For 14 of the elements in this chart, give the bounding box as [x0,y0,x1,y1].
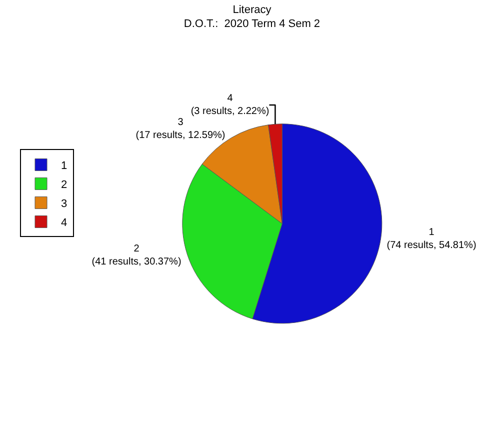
slice-label: 3 [178,116,184,128]
chart-subtitle: D.O.T.: 2020 Term 4 Sem 2 [184,18,320,30]
slice-label: 2 [134,244,140,255]
chart-title: Literacy [232,4,272,16]
legend-label: 1 [61,160,68,172]
legend-label: 4 [61,216,68,229]
slice-label: 1 [428,226,435,238]
data-label: (3 results, 2.22%) [190,106,270,117]
data-label: (17 results, 12.59%) [136,130,226,141]
data-label: (74 results, 54.81%) [386,240,476,251]
data-label: (41 results, 30.37%) [92,256,182,268]
legend-label: 2 [61,178,68,191]
slice-label: 4 [227,92,234,104]
legend-label: 3 [61,198,68,210]
